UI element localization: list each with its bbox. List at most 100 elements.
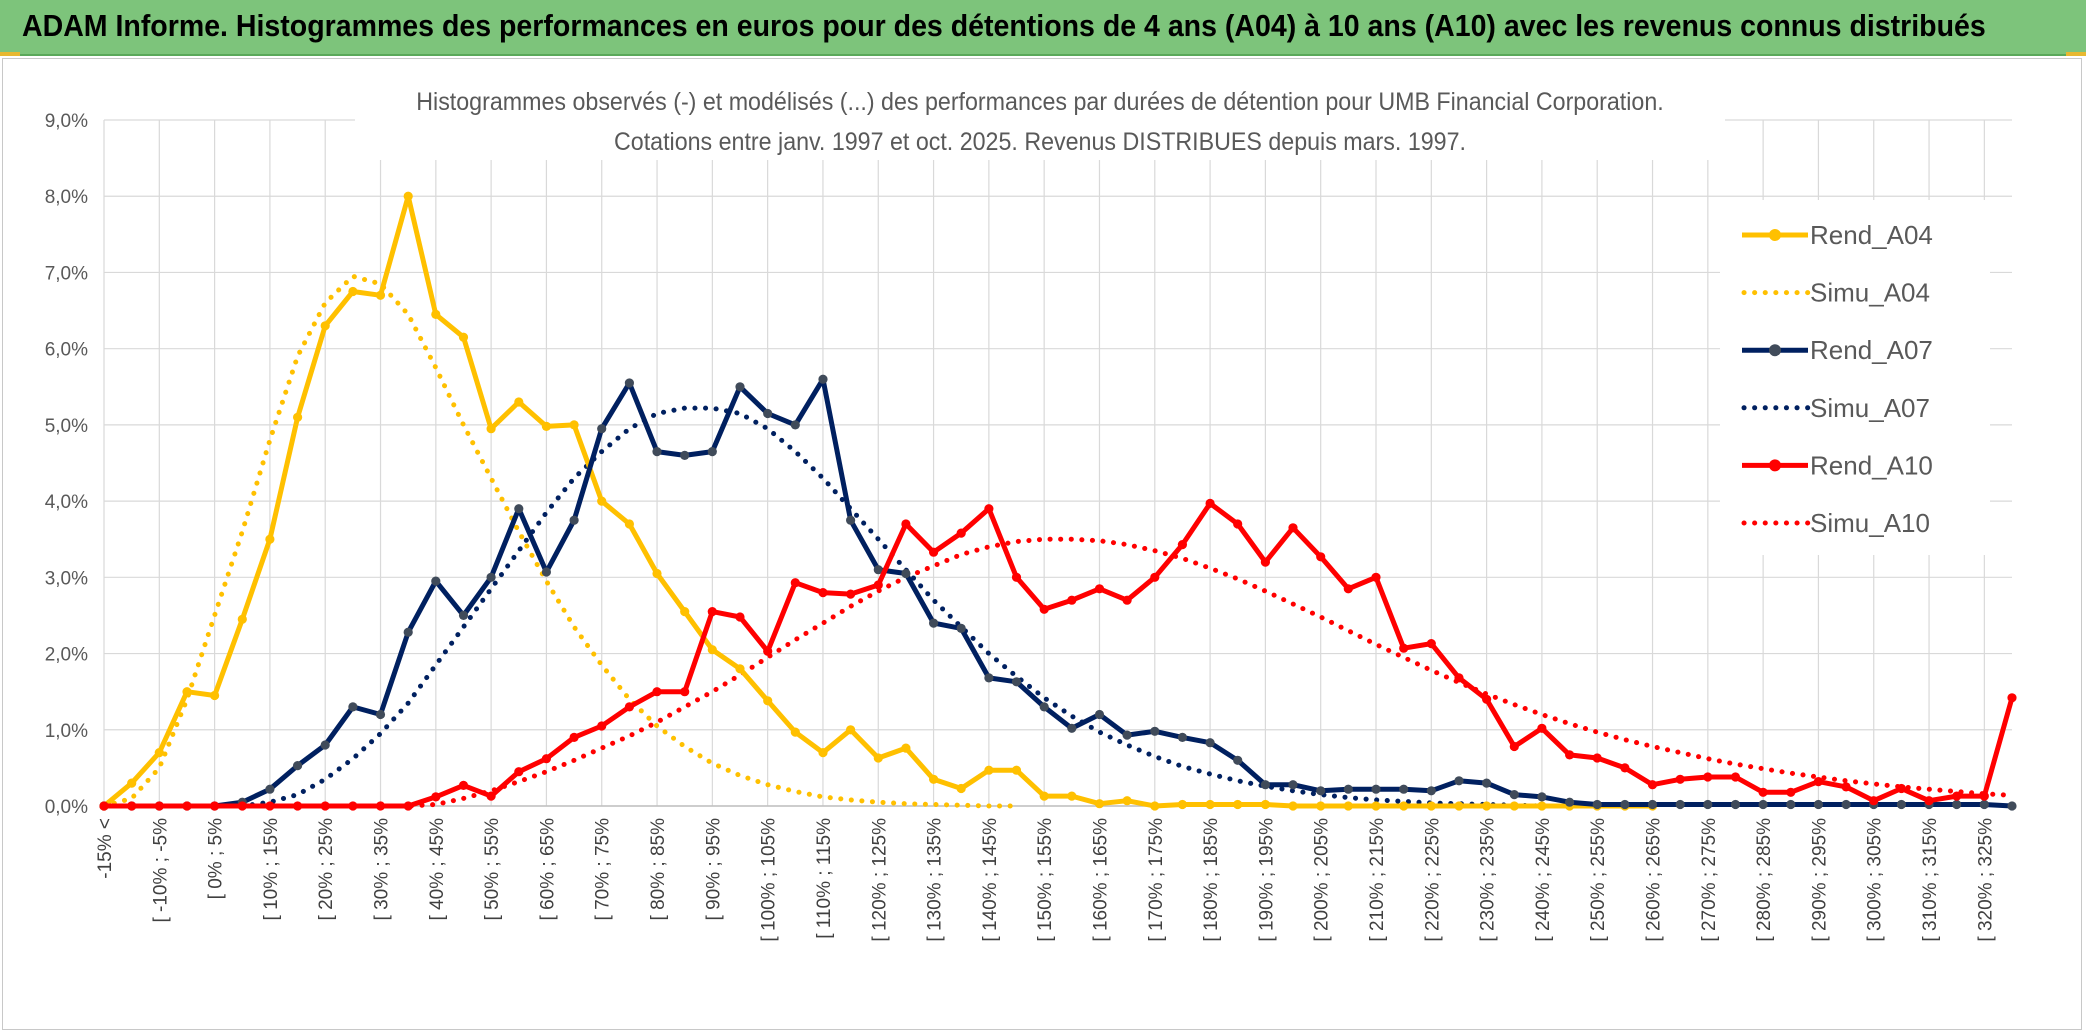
data-point: [1011, 572, 1022, 582]
series-line: [101, 536, 2015, 809]
legend-item-simu-a04[interactable]: Simu_A04: [1741, 278, 1930, 308]
data-point: [624, 702, 635, 712]
data-point: [652, 447, 662, 457]
y-tick-label: 5,0%: [45, 416, 88, 437]
legend[interactable]: Rend_A04 Simu_A04 Rend_A07 Simu_A07 Rend_A10…: [1741, 220, 1933, 538]
y-tick-label: 8,0%: [45, 187, 88, 208]
x-tick-label: [ 310% ; 315%: [1920, 818, 1941, 942]
data-point: [1952, 799, 1962, 810]
series-simu-a07: [101, 405, 1545, 809]
x-tick-label: [ 60% ; 65%: [537, 818, 558, 921]
data-point: [1786, 799, 1796, 810]
data-point: [1205, 738, 1215, 748]
data-point: [1703, 772, 1713, 782]
data-point: [1399, 801, 1409, 811]
data-point: [293, 761, 303, 771]
data-point: [569, 420, 579, 430]
data-point: [790, 578, 800, 588]
x-tick-label: [ 160% ; 165%: [1090, 818, 1111, 942]
data-point: [1067, 595, 1077, 605]
data-point: [1565, 750, 1575, 760]
legend-item-simu-a10[interactable]: Simu_A10: [1741, 508, 1930, 538]
x-tick-label: [ 170% ; 175%: [1146, 818, 1167, 942]
data-point: [707, 447, 717, 457]
data-point: [1233, 755, 1243, 765]
series-simu-a10: [101, 536, 2015, 809]
data-point: [956, 528, 966, 538]
data-point: [458, 332, 469, 342]
data-point: [929, 547, 939, 557]
data-point: [403, 627, 413, 637]
series-rend-a10: [99, 498, 2017, 811]
data-point: [1924, 796, 1934, 806]
data-point: [1177, 540, 1187, 550]
x-tick-label: [ 280% ; 285%: [1754, 818, 1775, 942]
data-point: [375, 801, 386, 811]
x-tick-label: [ 50% ; 55%: [482, 818, 503, 921]
data-point: [514, 397, 524, 407]
data-point: [486, 572, 496, 582]
data-point: [735, 612, 745, 622]
data-point: [1343, 801, 1353, 811]
data-point: [569, 515, 579, 525]
data-point: [1482, 801, 1492, 811]
data-point: [1011, 765, 1022, 775]
series-line: [101, 405, 1545, 809]
data-point: [1316, 552, 1326, 562]
x-tick-label: [ 120% ; 125%: [869, 818, 890, 942]
legend-marker: [1769, 344, 1781, 357]
data-point: [1647, 799, 1658, 810]
data-point: [1454, 801, 1464, 811]
data-point: [486, 791, 496, 801]
data-point: [1758, 799, 1768, 810]
data-point: [597, 424, 607, 434]
legend-item-rend-a07[interactable]: Rend_A07: [1742, 335, 1933, 365]
data-point: [846, 515, 856, 525]
data-point: [901, 568, 911, 579]
chart-frame: [2, 58, 2082, 1030]
data-point: [569, 732, 579, 743]
y-tick-label: 9,0%: [45, 111, 88, 132]
data-point: [1371, 801, 1381, 811]
data-point: [1150, 572, 1160, 582]
data-point: [1703, 799, 1713, 810]
y-tick-label: 0,0%: [45, 797, 88, 818]
data-point: [680, 687, 690, 697]
data-point: [735, 382, 745, 392]
data-point: [1039, 702, 1049, 712]
x-tick-label: [ 110% ; 115%: [814, 818, 835, 939]
data-point: [984, 504, 994, 514]
title-background: [355, 80, 1725, 160]
data-point: [652, 568, 662, 579]
legend-marker: [1769, 459, 1781, 472]
legend-label: Simu_A10: [1810, 508, 1930, 538]
data-point: [1094, 709, 1105, 720]
data-point: [1979, 799, 1989, 810]
data-point: [846, 589, 856, 599]
x-tick-label: [ 240% ; 245%: [1533, 818, 1554, 942]
data-point: [763, 696, 773, 706]
data-point: [182, 801, 192, 811]
data-point: [2007, 801, 2017, 811]
data-point: [1260, 557, 1270, 567]
chart-title: Histogrammes observés (-) et modélisés (…: [416, 88, 1663, 116]
data-point: [265, 534, 275, 544]
legend-item-rend-a04[interactable]: Rend_A04: [1742, 220, 1933, 250]
data-point: [818, 374, 828, 384]
data-point: [293, 801, 303, 811]
data-point: [320, 740, 330, 750]
corner-accent-right: [2066, 52, 2086, 56]
data-point: [984, 765, 994, 775]
legend-item-simu-a07[interactable]: Simu_A07: [1741, 393, 1930, 423]
series: [99, 191, 2017, 811]
data-point: [375, 709, 386, 720]
y-axis-ticks: 0,0% 1,0% 2,0% 3,0% 4,0% 5,0% 6,0% 7,0% 8,0% 9,0%: [45, 111, 88, 818]
data-point: [1260, 780, 1270, 790]
data-point: [265, 801, 275, 811]
data-point: [1343, 584, 1353, 594]
legend-item-rend-a10[interactable]: Rend_A10: [1742, 450, 1933, 480]
data-point: [320, 321, 330, 331]
data-point: [458, 780, 469, 791]
data-point: [431, 309, 441, 319]
data-point: [154, 748, 164, 758]
